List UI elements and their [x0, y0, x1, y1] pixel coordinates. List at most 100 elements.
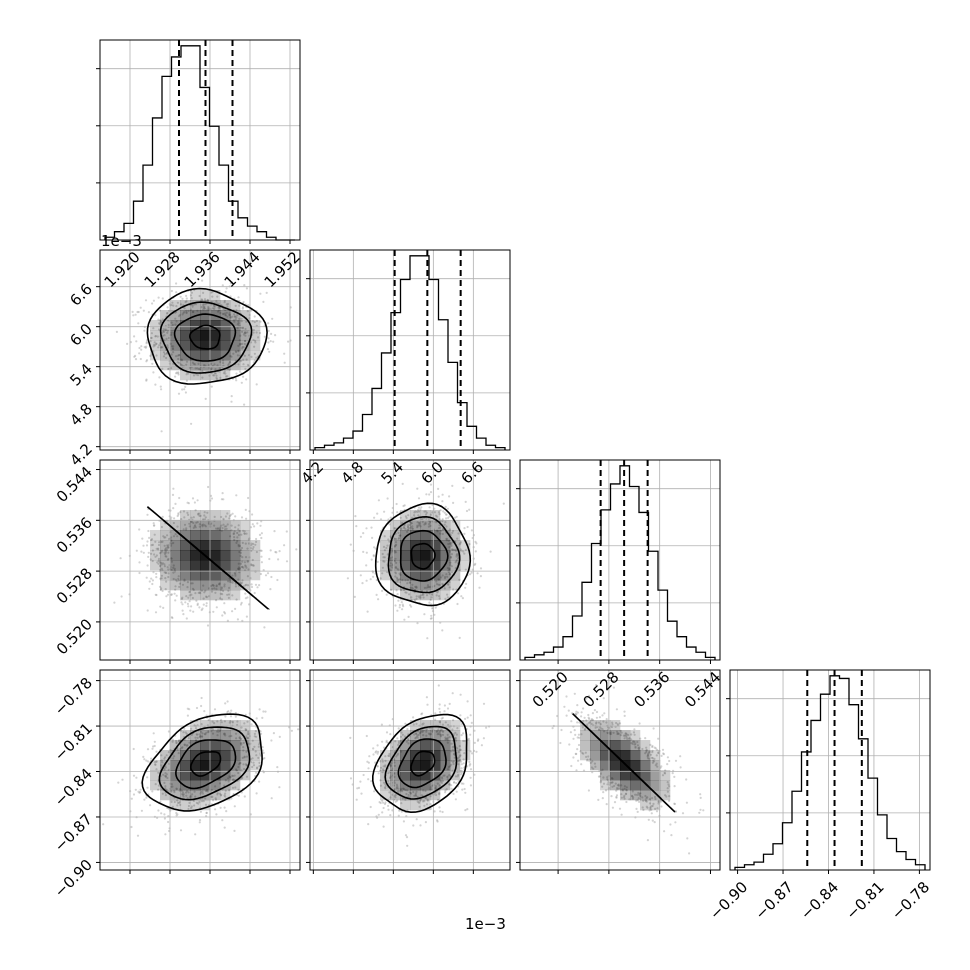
density-cell [220, 520, 231, 531]
scatter-point [239, 342, 242, 346]
density-cell [630, 780, 641, 791]
scatter-point [247, 730, 250, 734]
scatter-point [172, 304, 175, 307]
scatter-point [408, 593, 411, 596]
scatter-point [234, 711, 237, 715]
scatter-point [270, 575, 273, 579]
y-tick-label: 4.8 [66, 400, 96, 430]
density-cell [190, 370, 201, 381]
scatter-point [113, 601, 116, 604]
scatter-point [201, 525, 204, 528]
scatter-point [443, 511, 446, 514]
scatter-point [162, 606, 165, 610]
scatter-point [132, 793, 136, 796]
scatter-point [185, 360, 189, 363]
scatter-point [388, 523, 391, 526]
scatter-point [163, 817, 166, 820]
scatter-point [167, 323, 170, 326]
scatter-point [151, 543, 154, 547]
scatter-point [210, 367, 213, 370]
scatter-point [190, 516, 193, 519]
scatter-point [166, 545, 169, 548]
scatter-point [231, 315, 234, 318]
density-cell [180, 580, 191, 591]
scatter-point [172, 521, 175, 525]
scatter-point [245, 532, 248, 535]
scatter-point [184, 601, 187, 604]
scatter-point [272, 732, 275, 735]
density-cell [250, 350, 261, 361]
scatter-point [171, 301, 174, 304]
scatter-point [157, 559, 160, 562]
scatter-point [452, 501, 455, 504]
scatter-point [674, 821, 677, 824]
density-cell [190, 530, 201, 541]
scatter-point [444, 513, 448, 516]
scatter-point [215, 585, 218, 588]
scatter-point [233, 313, 236, 316]
scatter-point [433, 511, 436, 514]
scatter-point [172, 535, 176, 538]
scatter-point [203, 732, 206, 736]
scatter-point [194, 833, 197, 836]
scatter-point [231, 778, 234, 782]
scatter-point [237, 578, 240, 581]
scatter-point [188, 796, 192, 799]
y-offset-label: 1e−3 [101, 232, 142, 250]
y-tick-label: −0.87 [51, 810, 96, 855]
scatter-point [385, 731, 389, 734]
scatter-point [153, 740, 156, 743]
scatter-point [137, 310, 140, 314]
scatter-point [183, 310, 186, 313]
scatter-point [226, 523, 229, 526]
scatter-point [370, 780, 373, 783]
scatter-point [196, 602, 199, 605]
scatter-point [181, 596, 184, 599]
density-cell [150, 320, 161, 331]
scatter-point [429, 483, 433, 486]
scatter-point [382, 801, 385, 804]
scatter-point [406, 525, 410, 528]
scatter-point [465, 582, 468, 586]
scatter-point [382, 806, 385, 810]
scatter-point [227, 362, 231, 365]
scatter-point [175, 741, 178, 745]
scatter-point [229, 715, 233, 718]
scatter-point [425, 594, 429, 597]
scatter-point [381, 566, 384, 569]
scatter-point [244, 584, 247, 587]
scatter-point [170, 542, 173, 545]
scatter-point [189, 294, 192, 297]
density-cell [170, 580, 181, 591]
scatter-point [685, 801, 689, 804]
scatter-point [393, 537, 396, 540]
scatter-point [401, 603, 404, 606]
scatter-point [186, 602, 189, 606]
scatter-point [215, 599, 218, 602]
scatter-point [182, 613, 185, 616]
scatter-point [198, 514, 201, 518]
scatter-point [176, 354, 179, 357]
scatter-point [688, 852, 691, 855]
density-cell [160, 560, 171, 571]
scatter-point [582, 707, 585, 710]
scatter-point [176, 535, 179, 538]
scatter-point [197, 512, 200, 515]
scatter-point [159, 320, 162, 323]
scatter-point [133, 335, 136, 338]
scatter-point [605, 803, 608, 806]
scatter-point [445, 525, 448, 528]
scatter-point [383, 549, 386, 552]
density-cell [610, 730, 621, 741]
scatter-point [215, 813, 218, 816]
scatter-point [191, 596, 194, 600]
scatter-point [213, 524, 216, 527]
scatter-point [165, 580, 168, 583]
scatter-point [253, 525, 256, 528]
scatter-point [251, 765, 254, 769]
scatter-point [275, 551, 278, 554]
scatter-point [423, 523, 426, 526]
scatter-point [234, 585, 237, 588]
scatter-point [230, 355, 233, 358]
scatter-point [228, 313, 231, 316]
